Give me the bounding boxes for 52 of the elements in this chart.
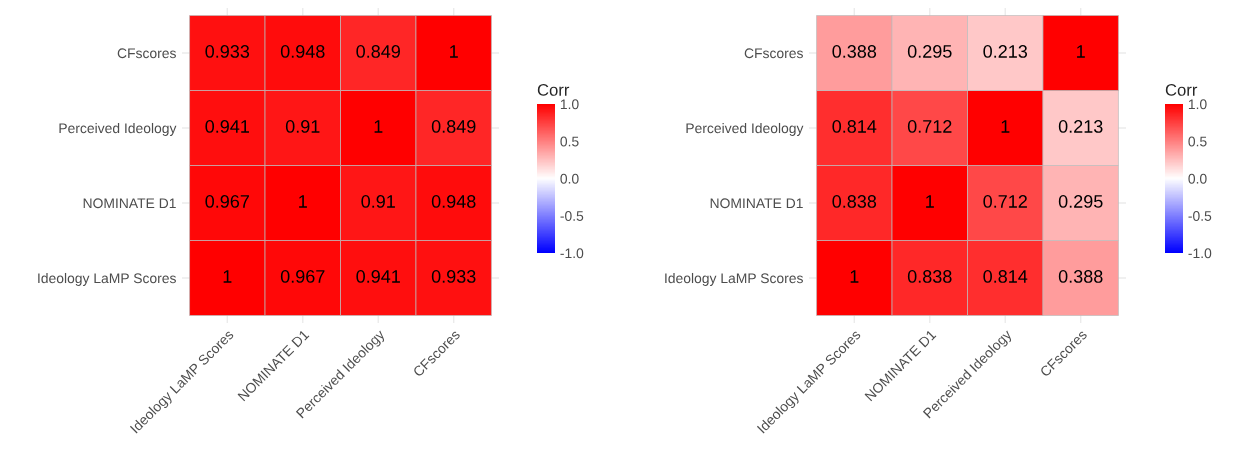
data-label: 0.941 xyxy=(356,270,400,283)
color-bar-label: -0.5 xyxy=(560,211,584,221)
data-label: 0.849 xyxy=(431,120,476,133)
y-tick-label: NOMINATE D1 xyxy=(83,198,176,209)
data-label: 1 xyxy=(1077,45,1085,58)
data-label: 1 xyxy=(850,270,859,283)
data-label: 0.213 xyxy=(983,45,1028,58)
y-tick-label: Ideology LaMP Scores xyxy=(38,272,176,286)
data-label: 1 xyxy=(374,120,383,133)
data-label: 0.388 xyxy=(1058,270,1103,283)
data-label: 0.712 xyxy=(907,120,952,133)
color-bar-label: 0.5 xyxy=(560,136,579,147)
y-tick-label: CFscores xyxy=(117,48,176,59)
color-bar-label: 1.0 xyxy=(560,99,579,110)
y-tick-label: CFscores xyxy=(744,48,803,59)
data-label: 0.213 xyxy=(1058,120,1103,133)
y-tick-label: Perceived Ideology xyxy=(686,122,804,136)
data-label: 1 xyxy=(450,45,458,58)
data-label: 0.967 xyxy=(205,195,249,208)
data-label: 1 xyxy=(299,195,307,208)
data-label: 0.948 xyxy=(431,195,476,208)
y-tick-label: Ideology LaMP Scores xyxy=(665,272,803,286)
color-bar-label: 0.0 xyxy=(1188,173,1207,184)
data-label: 0.941 xyxy=(205,120,249,133)
color-bar-label: -0.5 xyxy=(1188,211,1212,221)
y-tick-label: Perceived Ideology xyxy=(59,122,177,136)
data-label: 1 xyxy=(223,270,232,283)
data-label: 1 xyxy=(1001,120,1010,133)
data-label: 0.295 xyxy=(1058,195,1103,208)
data-label: 0.295 xyxy=(907,45,952,58)
y-tick-label: NOMINATE D1 xyxy=(710,198,803,209)
color-bar-label: -1.0 xyxy=(560,248,584,259)
color-bar-label: 0.0 xyxy=(560,173,579,184)
data-label: 0.814 xyxy=(832,120,877,133)
data-label: 0.388 xyxy=(832,45,877,58)
data-label: 0.91 xyxy=(285,120,320,133)
data-label: 1 xyxy=(926,195,934,208)
data-label: 0.849 xyxy=(356,45,400,58)
color-bar-label: 1.0 xyxy=(1188,99,1207,110)
color-bar-label: 0.5 xyxy=(1188,136,1207,147)
data-label: 0.91 xyxy=(361,195,395,208)
data-label: 0.948 xyxy=(280,45,325,58)
color-bar-label: -1.0 xyxy=(1188,248,1212,259)
color-bar-title: Corr xyxy=(1165,84,1198,96)
data-label: 0.933 xyxy=(431,270,476,283)
data-label: 0.933 xyxy=(205,45,250,58)
data-label: 0.712 xyxy=(983,195,1027,208)
color-bar-title: Corr xyxy=(537,84,570,96)
data-label: 0.838 xyxy=(832,195,877,208)
data-label: 0.814 xyxy=(983,270,1028,283)
data-label: 0.967 xyxy=(280,270,325,283)
data-label: 0.838 xyxy=(907,270,952,283)
